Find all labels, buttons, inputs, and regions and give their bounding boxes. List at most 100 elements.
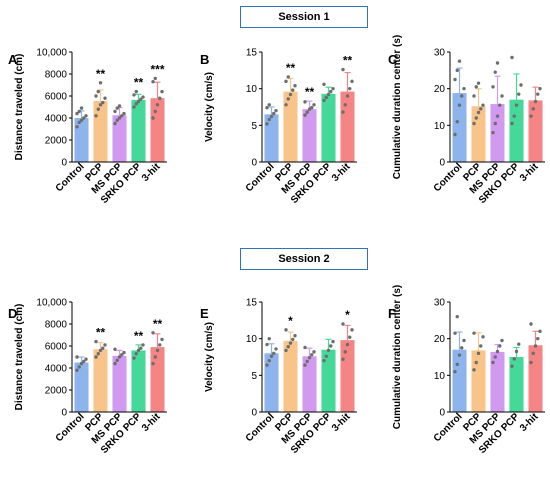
chart-d-point-4-1 — [153, 355, 157, 359]
chart-e-errorbar-4 — [344, 324, 351, 355]
chart-f-point-4-4 — [538, 329, 542, 334]
chart-b-ytick-label-2: 10 — [246, 84, 258, 95]
chart-b-ytick-label-0: 0 — [251, 158, 257, 169]
chart-b-point-1-5 — [284, 79, 288, 84]
chart-d-point-2-3 — [120, 353, 124, 357]
chart-d-point-4-3 — [158, 343, 162, 347]
chart-c-point-2-1 — [493, 121, 497, 126]
chart-a-point-3-0 — [132, 105, 136, 109]
chart-b-point-0-5 — [265, 106, 269, 110]
chart-c-point-2-0 — [491, 130, 495, 135]
chart-a-point-4-6 — [153, 76, 157, 81]
chart-d-point-1-5 — [94, 339, 98, 344]
chart-d-sig-4: ** — [153, 317, 163, 331]
chart-c-errorbar-1 — [475, 88, 482, 124]
chart-e-point-4-2 — [345, 342, 350, 347]
chart-b-point-2-3 — [310, 106, 314, 110]
chart-a-sig-4: *** — [150, 62, 164, 76]
chart-b-sig-2: ** — [305, 85, 315, 99]
chart-b-bar-4 — [340, 91, 355, 162]
chart-c-point-4-3 — [536, 92, 540, 96]
chart-e-bar-0 — [264, 353, 279, 412]
chart-f-errorbar-1 — [475, 332, 482, 368]
chart-a-bar-3 — [131, 99, 146, 162]
chart-b-sig-4: ** — [343, 54, 353, 68]
chart-b-errorbar-0 — [268, 106, 275, 122]
chart-d-ytick-label-2: 4000 — [45, 364, 68, 375]
chart-b-point-4-2 — [345, 94, 350, 98]
chart-b-xlabel-0: Control — [244, 161, 277, 194]
chart-f-ytick-label-0: 0 — [439, 408, 445, 419]
chart-d-ytick-label-3: 6000 — [45, 342, 68, 353]
chart-a-sig-3: ** — [134, 76, 144, 90]
chart-f-ylabel: Cumulative duration center (s) — [392, 285, 403, 429]
chart-b-point-4-5 — [341, 67, 345, 72]
chart-a-ylabel: Distance traveled (cm) — [14, 54, 25, 161]
chart-e-point-1-4 — [293, 334, 297, 338]
chart-e-point-0-1 — [267, 358, 271, 363]
chart-e-point-0-0 — [265, 363, 269, 367]
chart-a-point-2-7 — [117, 104, 122, 108]
chart-a-distance-session1: Distance traveled (cm) *******02000400060… — [14, 48, 167, 206]
chart-b-point-1-1 — [286, 97, 290, 101]
chart-b-point-1-6 — [286, 75, 290, 79]
chart-a-point-2-6 — [115, 106, 119, 110]
chart-e-xlabel-0: Control — [244, 411, 277, 444]
chart-b-ytick-label-1: 5 — [251, 121, 257, 132]
chart-a-point-0-0 — [75, 125, 79, 129]
chart-b-point-4-4 — [350, 79, 354, 84]
chart-a-point-4-1 — [153, 109, 157, 114]
chart-e-ytick-label-1: 5 — [251, 371, 257, 382]
chart-a-point-3-2 — [136, 99, 141, 104]
chart-f-bar-3 — [509, 357, 524, 412]
chart-a-point-2-2 — [117, 116, 122, 120]
chart-c-point-4-0 — [529, 114, 533, 118]
chart-d-point-2-4 — [122, 350, 126, 355]
chart-d-bar-3 — [131, 350, 146, 412]
panel-letter-e: E — [200, 306, 209, 321]
chart-b-point-1-3 — [291, 88, 295, 92]
chart-b-velocity-session1: Velocity (cm/s)******051015ControlPCPMS … — [204, 48, 357, 206]
chart-a-point-3-1 — [134, 102, 138, 106]
chart-d-point-3-1 — [134, 352, 138, 356]
chart-a-errorbar-4 — [154, 81, 161, 115]
chart-a-point-4-2 — [155, 103, 160, 107]
chart-f-point-3-3 — [517, 342, 521, 346]
chart-e-point-3-4 — [331, 339, 335, 344]
chart-e-point-4-4 — [350, 328, 354, 332]
chart-d-point-4-2 — [155, 348, 160, 353]
chart-f-point-1-5 — [472, 331, 476, 335]
chart-e-point-1-2 — [288, 341, 293, 345]
chart-d-xlabel-0: Control — [54, 411, 87, 444]
chart-f-point-4-2 — [533, 344, 538, 348]
chart-e-errorbar-1 — [287, 331, 294, 350]
chart-d-point-0-3 — [82, 359, 86, 364]
panel-letter-c: C — [388, 52, 398, 67]
chart-d-point-1-0 — [94, 355, 98, 359]
chart-e-point-2-1 — [305, 359, 309, 364]
chart-a-point-1-2 — [98, 103, 103, 107]
chart-d-point-2-5 — [113, 347, 117, 351]
chart-d-point-1-4 — [103, 343, 107, 347]
chart-a-ytick-label-1: 2000 — [45, 136, 68, 147]
panel-letter-a: A — [8, 52, 18, 67]
chart-c-point-1-6 — [474, 85, 478, 89]
chart-a-point-2-0 — [113, 121, 117, 126]
chart-f-point-3-1 — [512, 357, 516, 361]
chart-d-point-3-3 — [139, 346, 143, 350]
chart-e-point-0-3 — [272, 351, 276, 356]
chart-d-point-0-2 — [79, 361, 84, 366]
chart-c-point-0-3 — [460, 94, 464, 98]
chart-c-point-2-7 — [495, 61, 500, 65]
chart-d-ylabel: Distance traveled (cm) — [14, 304, 25, 411]
chart-e-errorbar-0 — [268, 343, 275, 363]
chart-d-errorbar-4 — [154, 333, 161, 361]
chart-f-point-4-0 — [529, 360, 533, 365]
chart-a-point-2-4 — [122, 111, 126, 116]
chart-e-point-2-5 — [303, 345, 307, 350]
chart-b-bar-3 — [321, 93, 336, 162]
chart-f-point-1-3 — [479, 344, 483, 348]
chart-c-xlabel-4: 3-hit — [518, 161, 541, 184]
chart-b-point-3-4 — [331, 86, 335, 91]
chart-c-point-2-5 — [491, 85, 495, 89]
